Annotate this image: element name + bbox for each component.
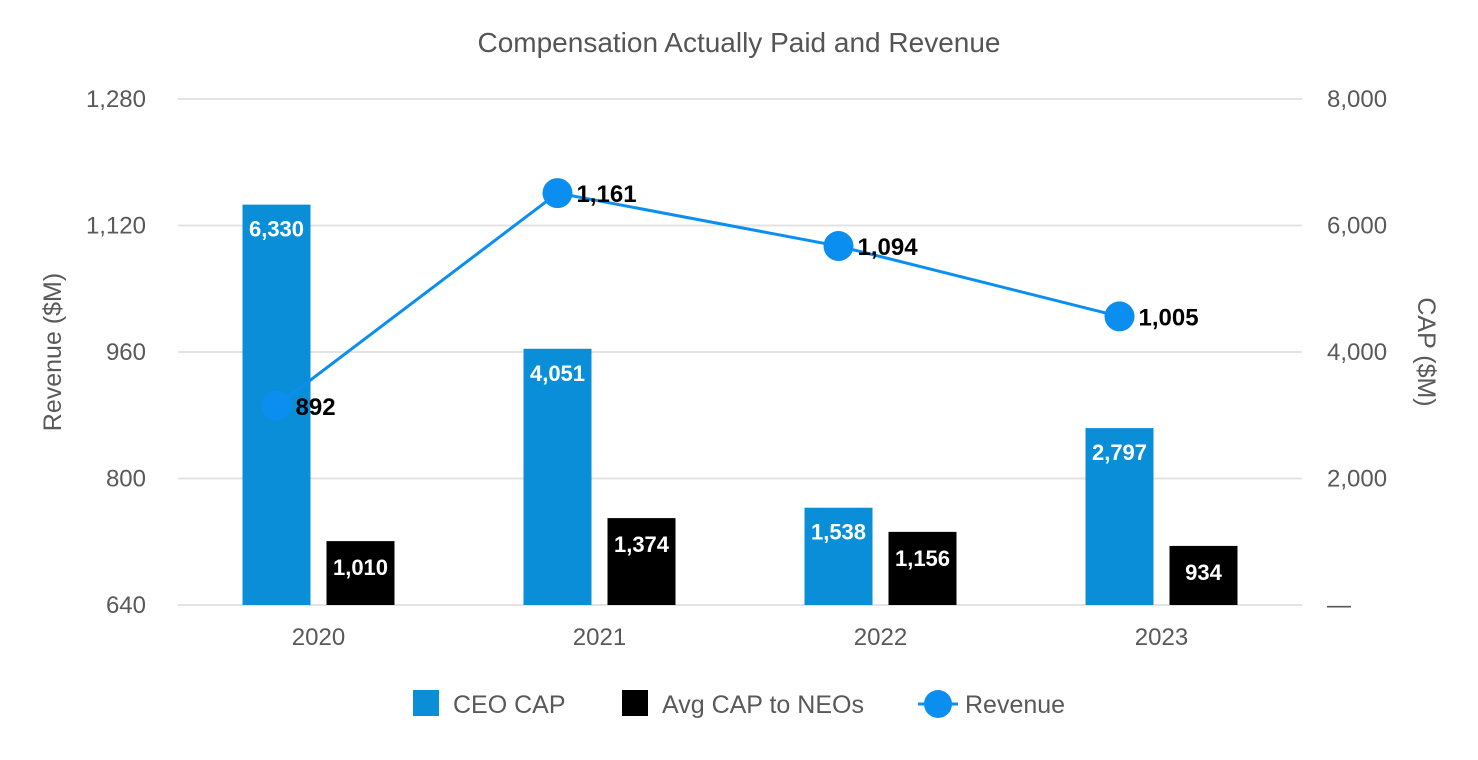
revenue-data-label: 892 <box>296 394 336 421</box>
left-tick-label: 640 <box>106 592 146 619</box>
right-tick-label: — <box>1327 592 1351 619</box>
ceo-cap-bar <box>804 507 873 605</box>
left-tick-label: 800 <box>106 466 146 493</box>
revenue-data-label: 1,161 <box>577 181 637 208</box>
ceo-cap-data-label: 1,538 <box>811 520 866 545</box>
x-axis-ticks: 2020 2021 2022 2023 <box>292 624 1188 651</box>
revenue-point <box>1104 301 1135 332</box>
legend-label: CEO CAP <box>453 691 566 719</box>
avg-neo-cap-bar <box>1169 545 1238 605</box>
right-tick-label: 2,000 <box>1327 466 1387 493</box>
revenue-point <box>823 231 854 262</box>
right-axis-title: CAP ($M) <box>1412 297 1440 406</box>
revenue-line: 892 1,161 1,094 1,005 <box>261 178 1199 421</box>
avg-neo-cap-data-label: 1,010 <box>333 555 388 580</box>
legend-label: Avg CAP to NEOs <box>662 691 864 719</box>
avg-neo-cap-data-label: 1,374 <box>614 532 670 557</box>
x-tick-label: 2022 <box>854 624 907 651</box>
revenue-data-label: 1,005 <box>1139 304 1199 331</box>
revenue-point <box>542 178 573 209</box>
legend-swatch-avg-neo-cap <box>622 690 648 716</box>
revenue-data-label: 1,094 <box>858 234 919 261</box>
left-tick-label: 1,280 <box>86 86 146 113</box>
right-axis-ticks: — 2,000 4,000 6,000 8,000 <box>1327 86 1387 619</box>
revenue-point <box>261 390 292 421</box>
avg-neo-cap-bar <box>888 531 957 605</box>
right-tick-label: 4,000 <box>1327 339 1387 366</box>
left-tick-label: 960 <box>106 339 146 366</box>
right-tick-label: 6,000 <box>1327 213 1387 240</box>
avg-neo-cap-bar <box>607 518 676 605</box>
avg-neo-cap-data-label: 934 <box>1185 560 1222 585</box>
avg-neo-cap-bar <box>326 541 395 605</box>
left-axis-ticks: 640 800 960 1,120 1,280 <box>86 86 146 619</box>
avg-neo-cap-data-label: 1,156 <box>895 546 950 571</box>
ceo-cap-data-label: 4,051 <box>530 361 585 386</box>
revenue-line-path <box>275 191 1120 407</box>
ceo-cap-data-label: 2,797 <box>1092 440 1147 465</box>
chart-title: Compensation Actually Paid and Revenue <box>477 27 1000 58</box>
left-axis-title: Revenue ($M) <box>39 273 67 431</box>
legend-label: Revenue <box>965 691 1065 719</box>
x-tick-label: 2020 <box>292 624 345 651</box>
x-tick-label: 2021 <box>573 624 626 651</box>
legend: CEO CAP Avg CAP to NEOs Revenue <box>413 690 1065 719</box>
right-tick-label: 8,000 <box>1327 86 1387 113</box>
ceo-cap-bar <box>523 348 592 605</box>
legend-swatch-revenue-marker <box>924 690 952 718</box>
bars: 6,330 1,010 4,051 1,374 1,538 1,156 2,797 934 <box>242 204 1238 605</box>
left-tick-label: 1,120 <box>86 213 146 240</box>
x-tick-label: 2023 <box>1135 624 1188 651</box>
ceo-cap-bar <box>1085 428 1154 605</box>
legend-swatch-ceo-cap <box>413 690 439 716</box>
ceo-cap-data-label: 6,330 <box>249 217 304 242</box>
